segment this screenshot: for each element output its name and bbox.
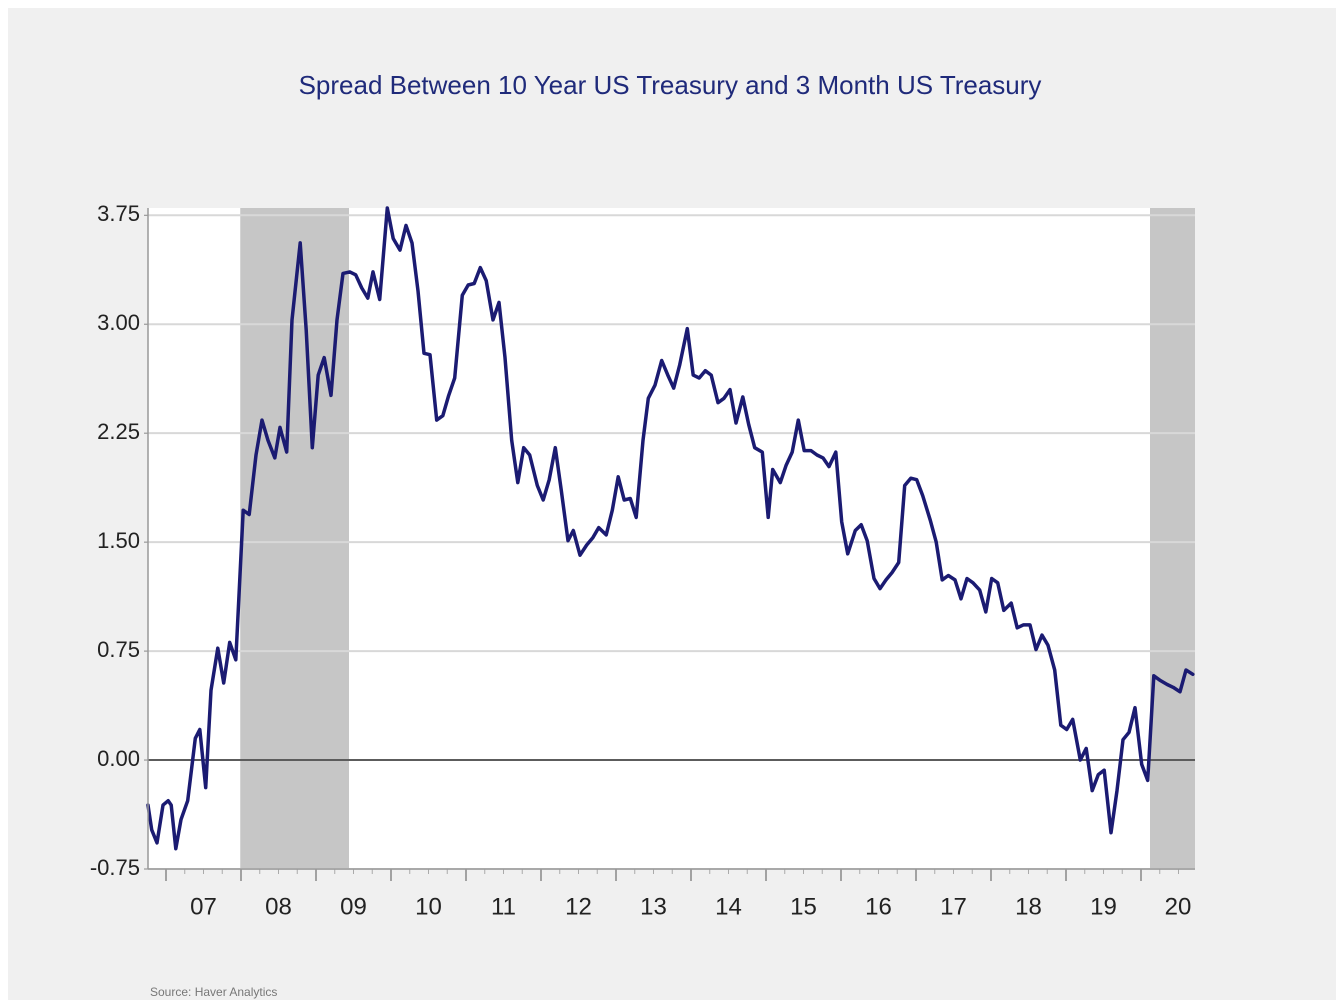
x-tick-label: 13: [640, 893, 667, 920]
x-tick-label: 12: [565, 893, 592, 920]
x-tick-label: 14: [715, 893, 742, 920]
y-tick-label: 0.75: [97, 637, 140, 662]
x-tick-label: 10: [415, 893, 442, 920]
recession-band: [240, 208, 349, 869]
data-layer: [146, 206, 1195, 851]
y-tick-label: -0.75: [90, 855, 140, 880]
recession-band: [1150, 208, 1195, 869]
x-tick-label: 08: [265, 893, 292, 920]
chart-title: Spread Between 10 Year US Treasury and 3…: [299, 70, 1042, 100]
y-tick-label: 3.00: [97, 310, 140, 335]
x-tick-label: 19: [1090, 893, 1117, 920]
source-note: Source: Haver Analytics: [150, 985, 277, 999]
axis-layer: 3.75 3.00 2.25 1.50 0.75 0.00 -0.75 07 08 09 10 11 1…: [90, 201, 1195, 920]
y-tick-label: 1.50: [97, 528, 140, 553]
x-tick-label: 07: [190, 893, 217, 920]
x-tick-label: 11: [491, 893, 516, 920]
x-tick-label: 20: [1165, 893, 1192, 920]
x-tick-label: 17: [940, 893, 967, 920]
x-tick-label: 15: [790, 893, 817, 920]
y-tick-label: 0.00: [97, 746, 140, 771]
x-tick-label: 09: [340, 893, 367, 920]
x-tick-label: 16: [865, 893, 892, 920]
spread-line: [146, 206, 1195, 851]
y-tick-label: 2.25: [97, 419, 140, 444]
y-tick-label: 3.75: [97, 201, 140, 226]
back-layer: [240, 208, 1195, 869]
x-tick-label: 18: [1015, 893, 1042, 920]
